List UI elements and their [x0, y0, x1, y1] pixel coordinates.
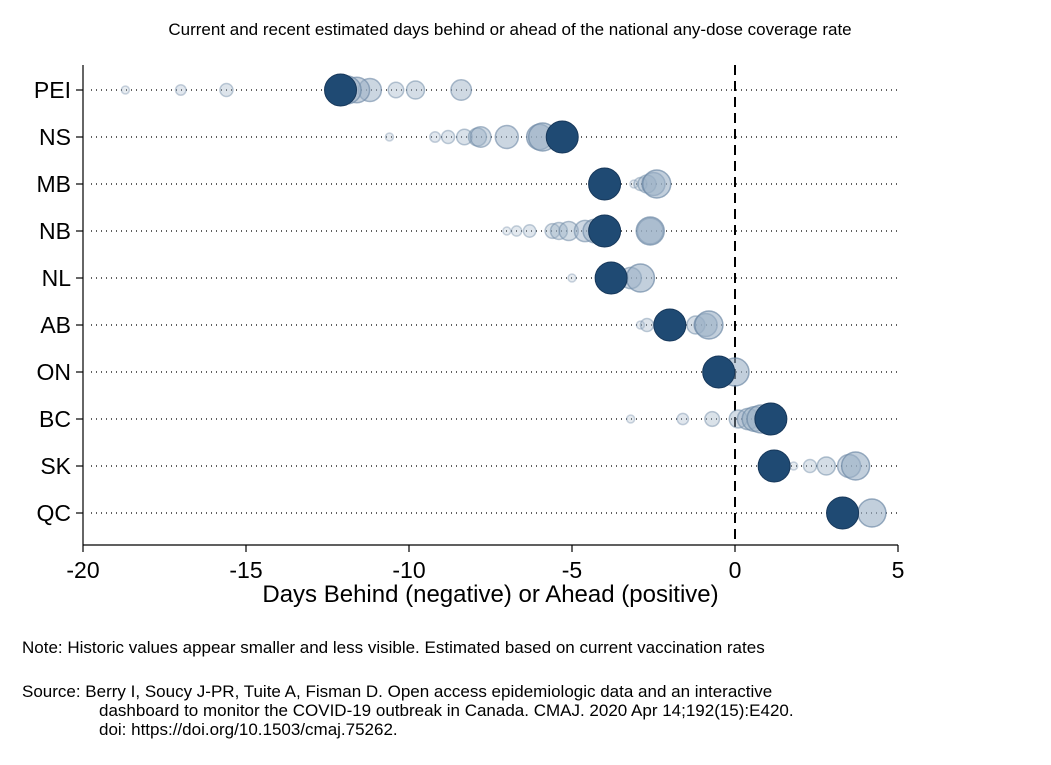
- historic-point-nb: [522, 224, 537, 238]
- source-line-3: doi: https://doi.org/10.1503/cmaj.75262.: [99, 720, 398, 739]
- historic-point-nb: [510, 225, 523, 237]
- current-point-ns: [545, 120, 579, 154]
- x-tick-label: -20: [66, 557, 99, 583]
- historic-point-qc: [857, 498, 887, 528]
- chart-note: Note: Historic values appear smaller and…: [22, 638, 765, 657]
- historic-point-bc: [625, 414, 636, 424]
- current-point-pei: [324, 73, 358, 107]
- historic-point-ab: [694, 310, 724, 340]
- current-point-mb: [588, 167, 622, 201]
- historic-point-pei: [450, 79, 473, 101]
- historic-point-nl: [567, 273, 577, 283]
- axes: [76, 65, 899, 552]
- historic-point-sk: [802, 458, 818, 474]
- grid-lines: [91, 89, 898, 514]
- historic-point-pei: [120, 85, 131, 95]
- current-point-ab: [653, 308, 687, 342]
- historic-point-pei: [387, 81, 405, 99]
- category-label-bc: BC: [39, 406, 71, 432]
- x-tick-label: 5: [892, 557, 905, 583]
- current-point-qc: [826, 496, 860, 530]
- category-label-mb: MB: [37, 171, 72, 197]
- historic-point-ns: [429, 131, 442, 143]
- historic-point-pei: [219, 82, 234, 98]
- historic-point-ns: [440, 129, 456, 145]
- historic-point-bc: [704, 410, 721, 428]
- current-point-bc: [754, 402, 788, 436]
- current-point-nl: [594, 261, 628, 295]
- data-points: [120, 73, 887, 530]
- source-line-1: Source: Berry I, Soucy J-PR, Tuite A, Fi…: [22, 682, 773, 701]
- historic-point-nb: [635, 216, 665, 246]
- current-point-on: [702, 355, 736, 389]
- historic-point-sk: [840, 451, 871, 481]
- historic-point-ns: [455, 128, 473, 146]
- historic-point-ab: [639, 317, 655, 333]
- chart-title: Current and recent estimated days behind…: [168, 20, 852, 39]
- x-tick-label: 0: [729, 557, 742, 583]
- historic-point-pei: [174, 84, 187, 96]
- category-label-nb: NB: [39, 218, 71, 244]
- historic-point-ns: [384, 132, 395, 142]
- category-label-ns: NS: [39, 124, 71, 150]
- historic-point-nb: [558, 220, 580, 242]
- x-axis-title: Days Behind (negative) or Ahead (positiv…: [262, 581, 718, 608]
- category-label-on: ON: [37, 359, 72, 385]
- x-tick-label: -10: [392, 557, 425, 583]
- historic-point-pei: [405, 80, 426, 100]
- historic-point-nl: [625, 263, 656, 293]
- historic-point-mb: [642, 169, 672, 199]
- historic-point-sk: [816, 456, 837, 476]
- x-tick-label: -5: [562, 557, 582, 583]
- historic-point-sk: [788, 461, 799, 471]
- historic-point-ns: [469, 126, 492, 148]
- current-point-sk: [757, 449, 791, 483]
- historic-point-nb: [502, 226, 512, 236]
- historic-point-ns: [494, 124, 520, 150]
- chart-plot: -20 -15 -10 -5 0 5 Days Behind (negative) or A…: [34, 65, 904, 608]
- historic-point-bc: [676, 412, 690, 426]
- current-point-nb: [588, 214, 622, 248]
- chart-source: Source: Berry I, Soucy J-PR, Tuite A, Fi…: [22, 682, 794, 739]
- category-label-nl: NL: [42, 265, 72, 291]
- source-line-2: dashboard to monitor the COVID-19 outbre…: [99, 701, 794, 720]
- category-label-sk: SK: [40, 453, 71, 479]
- x-tick-label: -15: [229, 557, 262, 583]
- category-label-pei: PEI: [34, 77, 71, 103]
- category-label-ab: AB: [40, 312, 71, 338]
- axis-labels: -20 -15 -10 -5 0 5 Days Behind (negative) or A…: [34, 77, 904, 608]
- historic-point-ab: [635, 320, 646, 330]
- category-label-qc: QC: [37, 500, 72, 526]
